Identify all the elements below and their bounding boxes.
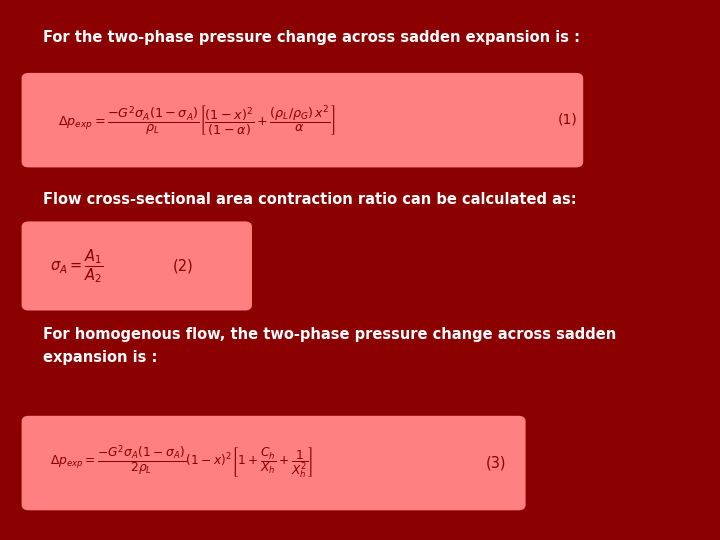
Text: Flow cross-sectional area contraction ratio can be calculated as:: Flow cross-sectional area contraction ra… bbox=[43, 192, 577, 207]
FancyBboxPatch shape bbox=[22, 416, 526, 510]
Text: (2): (2) bbox=[173, 258, 194, 273]
Text: $\Delta p_{exp} = \dfrac{-G^2\sigma_A(1-\sigma_A)}{\rho_L}\left[\dfrac{(1-x)^2}{: $\Delta p_{exp} = \dfrac{-G^2\sigma_A(1-… bbox=[58, 103, 336, 137]
Text: $\Delta p_{exp} = \dfrac{-G^2\sigma_A(1-\sigma_A)}{2\rho_L}(1-x)^2\left[1+\dfrac: $\Delta p_{exp} = \dfrac{-G^2\sigma_A(1-… bbox=[50, 444, 313, 482]
Text: (1): (1) bbox=[558, 113, 577, 127]
FancyBboxPatch shape bbox=[22, 221, 252, 310]
Text: expansion is :: expansion is : bbox=[43, 350, 158, 365]
Text: $\sigma_A = \dfrac{A_1}{A_2}$: $\sigma_A = \dfrac{A_1}{A_2}$ bbox=[50, 247, 104, 285]
Text: For the two-phase pressure change across sadden expansion is :: For the two-phase pressure change across… bbox=[43, 30, 580, 45]
FancyBboxPatch shape bbox=[22, 73, 583, 167]
Text: For homogenous flow, the two-phase pressure change across sadden: For homogenous flow, the two-phase press… bbox=[43, 327, 616, 342]
Text: (3): (3) bbox=[486, 455, 506, 470]
